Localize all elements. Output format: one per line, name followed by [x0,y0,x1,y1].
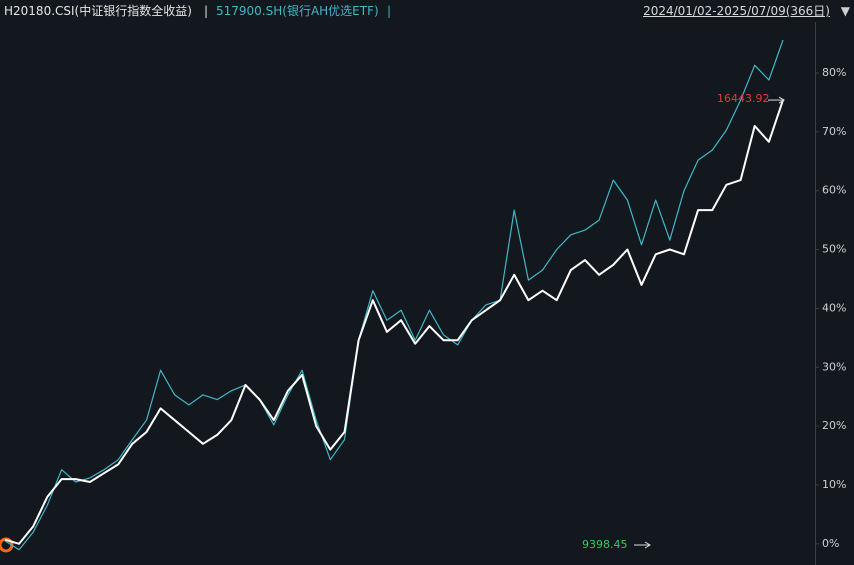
y-tick-label: 50% [822,243,846,256]
y-tick-label: 60% [822,184,846,197]
index-name[interactable]: H20180.CSI(中证银行指数全收益) [4,4,192,18]
header: H20180.CSI(中证银行指数全收益) | 517900.SH(银行AH优选… [0,0,854,22]
annotation: 9398.45 [582,538,628,551]
annotation-arrowhead [778,96,785,104]
y-tick-label: 40% [822,301,846,314]
y-tick-label: 0% [822,537,839,550]
y-tick-label: 80% [822,66,846,79]
series-line [4,39,784,551]
annotation-arrowhead [644,541,651,549]
annotation: 16443.92 [717,92,770,105]
dropdown-icon[interactable]: ▼ [840,4,850,18]
separator: | [204,4,209,18]
y-tick-label: 20% [822,419,846,432]
date-range[interactable]: 2024/01/02-2025/07/09(366日) [643,4,830,18]
y-tick-label: 30% [822,360,846,373]
separator: | [387,4,392,18]
y-tick-label: 10% [822,478,846,491]
series-line [4,99,784,545]
y-tick-label: 70% [822,125,846,138]
etf-name[interactable]: 517900.SH(银行AH优选ETF) [216,4,379,18]
